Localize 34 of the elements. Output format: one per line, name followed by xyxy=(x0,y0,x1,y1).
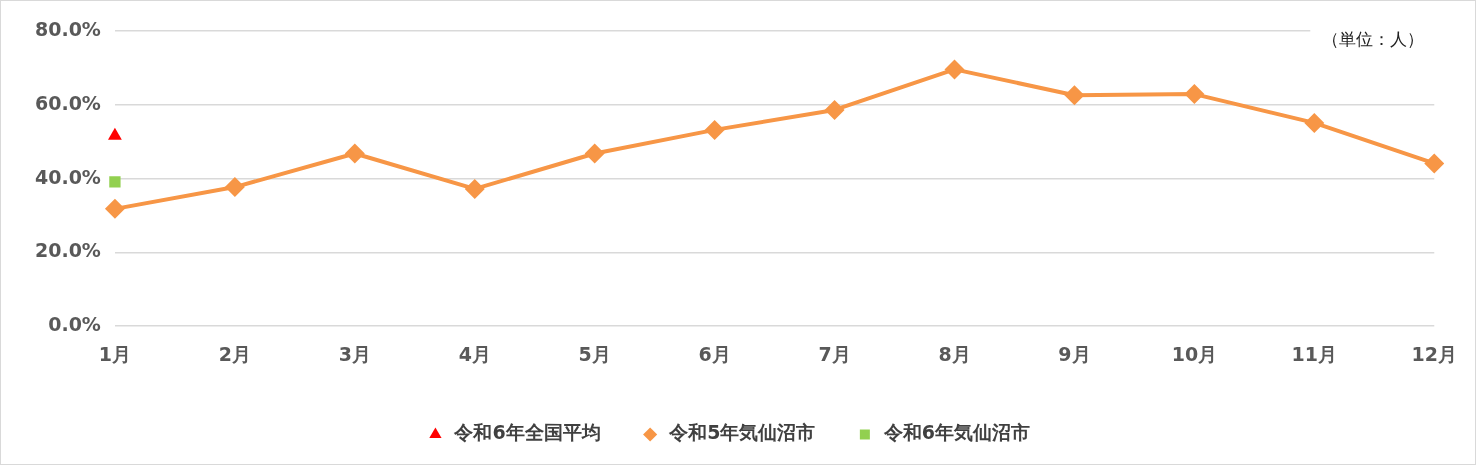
x-tick-label: 7月 xyxy=(818,342,851,365)
x-tick-label: 5月 xyxy=(578,342,611,365)
y-tick-label: 80.0% xyxy=(34,17,101,40)
x-tick-label: 12月 xyxy=(1411,342,1458,365)
point xyxy=(224,177,245,198)
point xyxy=(464,178,485,199)
annotation: （単位：人） xyxy=(1322,29,1425,50)
x-tick-label: 6月 xyxy=(698,342,731,365)
x-tick-label: 8月 xyxy=(938,342,971,365)
point xyxy=(104,198,125,219)
point xyxy=(704,119,725,140)
point xyxy=(1064,85,1085,106)
x-tick-label: 4月 xyxy=(458,342,491,365)
point xyxy=(344,143,365,164)
point xyxy=(944,59,965,80)
legend-label: 令和6年全国平均 xyxy=(453,421,601,444)
point xyxy=(1184,84,1205,105)
legend-label: 令和5年気仙沼市 xyxy=(668,421,816,444)
x-tick-label: 11月 xyxy=(1291,342,1338,365)
x-tick-label: 10月 xyxy=(1171,342,1218,365)
point xyxy=(1424,153,1445,174)
y-tick-label: 0.0% xyxy=(48,313,101,336)
y-tick-label: 40.0% xyxy=(34,165,101,188)
point xyxy=(109,176,121,188)
point xyxy=(1304,112,1325,133)
point xyxy=(824,99,845,120)
y-tick-label: 20.0% xyxy=(34,239,101,262)
y-tick-label: 60.0% xyxy=(34,91,101,114)
point xyxy=(584,143,605,164)
legend-label: 令和6年気仙沼市 xyxy=(882,421,1031,444)
x-tick-label: 2月 xyxy=(218,342,251,365)
x-tick-label: 3月 xyxy=(338,342,371,365)
x-tick-label: 1月 xyxy=(98,342,132,365)
x-tick-label: 9月 xyxy=(1058,342,1091,365)
